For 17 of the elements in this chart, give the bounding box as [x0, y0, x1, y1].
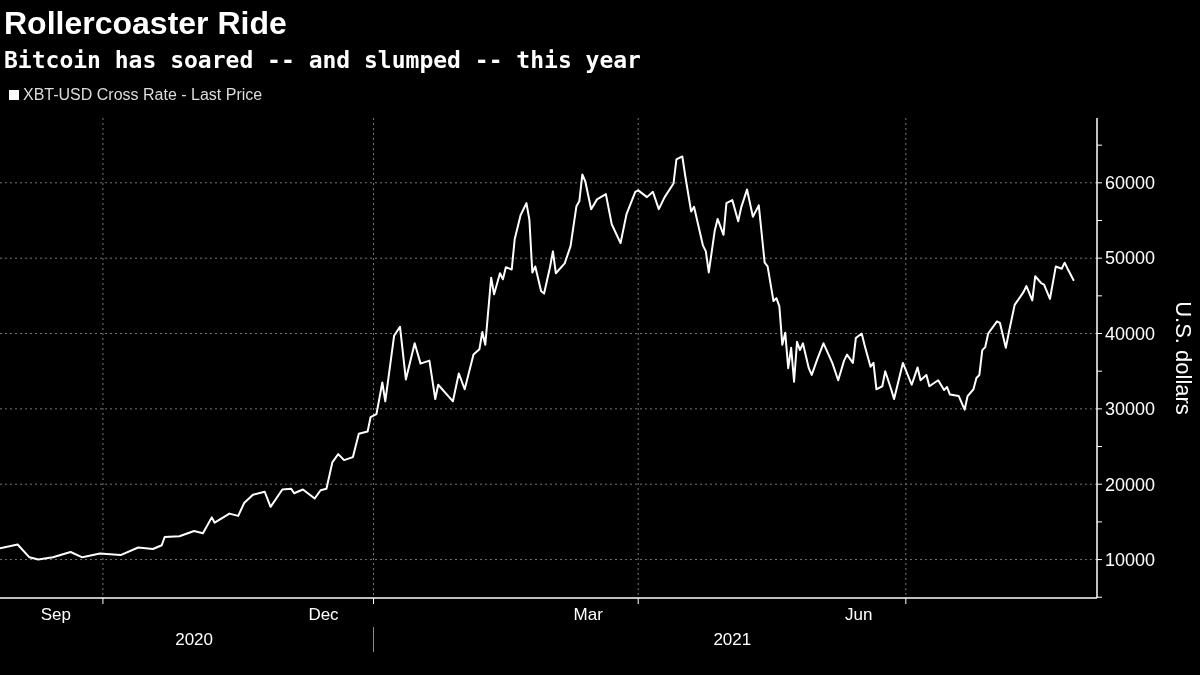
x-tick-label: Jun	[845, 605, 873, 624]
y-tick-label: 40000	[1105, 323, 1156, 344]
y-tick-label: 10000	[1105, 549, 1156, 570]
y-tick-label: 60000	[1105, 173, 1156, 194]
legend-label: XBT-USD Cross Rate - Last Price	[23, 86, 263, 103]
y-axis-title: U.S. dollars	[1171, 301, 1196, 415]
chart-subtitle: Bitcoin has soared -- and slumped -- this year	[4, 47, 641, 73]
x-tick-label: Mar	[573, 605, 604, 624]
x2-tick-label: 2021	[713, 630, 752, 649]
line-series	[0, 155, 1075, 561]
chart-title: Rollercoaster Ride	[4, 5, 287, 41]
y-tick-label: 30000	[1105, 399, 1156, 420]
y-tick-label: 20000	[1105, 474, 1156, 495]
y-tick-label: 50000	[1105, 248, 1156, 269]
x2-tick-label: 2020	[175, 630, 214, 649]
x-tick-label: Dec	[308, 605, 340, 624]
x-tick-label: Sep	[40, 605, 71, 624]
